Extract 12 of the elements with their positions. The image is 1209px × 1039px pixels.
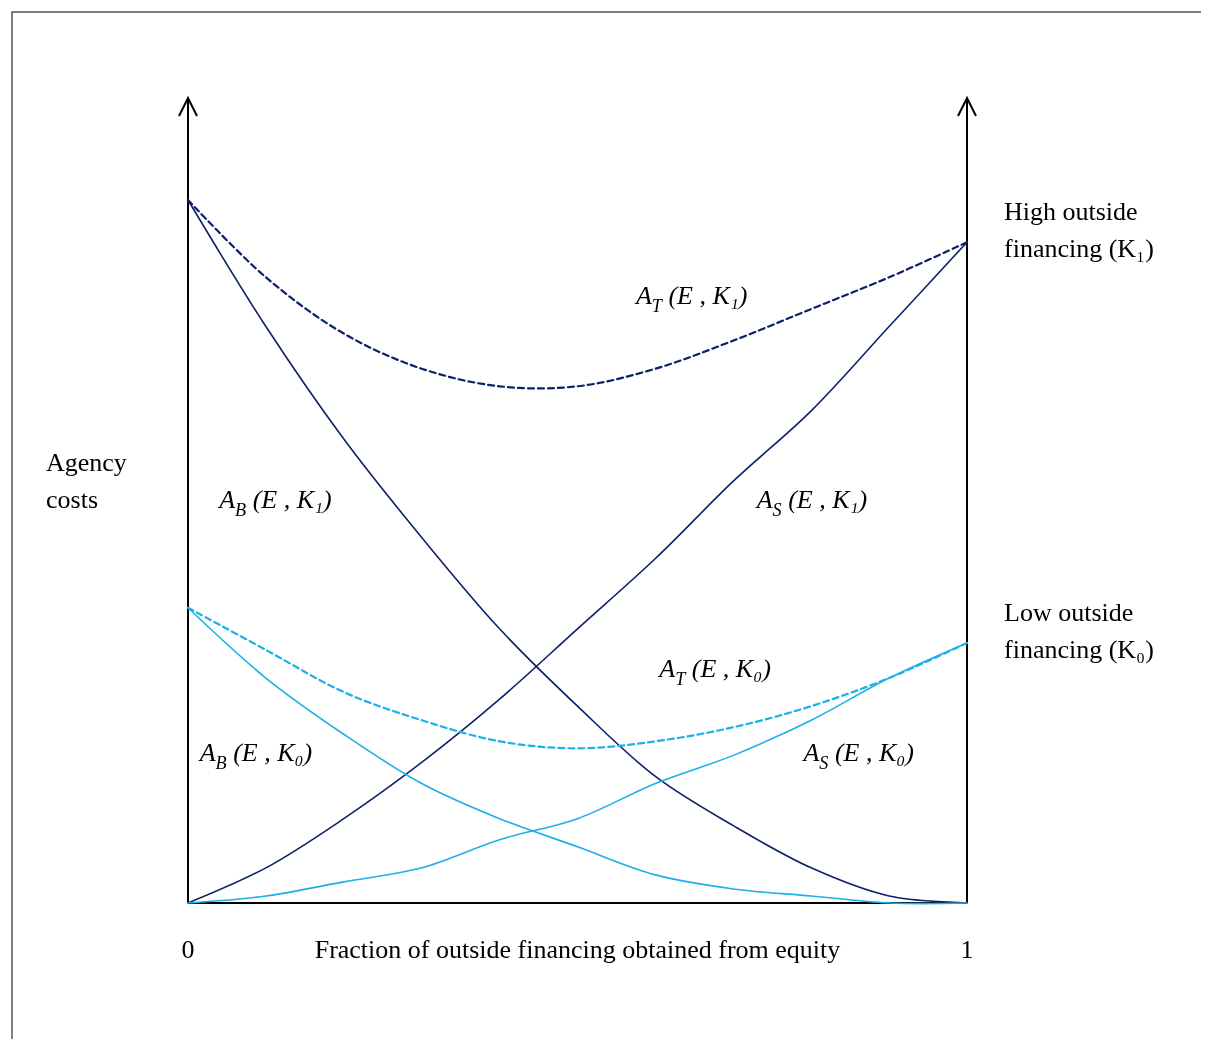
series-label: A$_{T}$ (E , K₁) [633, 281, 748, 317]
x-tick-label: 1 [960, 935, 974, 964]
series-label: A$_{B}$ (E , K₁) [217, 485, 332, 521]
annotation: High outside financing (K₁) [1004, 197, 1154, 264]
series-label: A$_{B}$ (E , K₀) [197, 738, 313, 774]
x-axis-title: Fraction of outside financing obtained from equity [314, 935, 841, 964]
series-label: A$_{S}$ (E , K₀) [801, 738, 914, 774]
series-label: A$_{S}$ (E , K₁) [754, 485, 868, 521]
y-axis-title: Agency costs [46, 448, 127, 514]
x-tick-label: 0 [181, 935, 195, 964]
annotation: Low outside financing (K₀) [1004, 597, 1154, 664]
series-label: A$_{T}$ (E , K₀) [657, 653, 771, 690]
